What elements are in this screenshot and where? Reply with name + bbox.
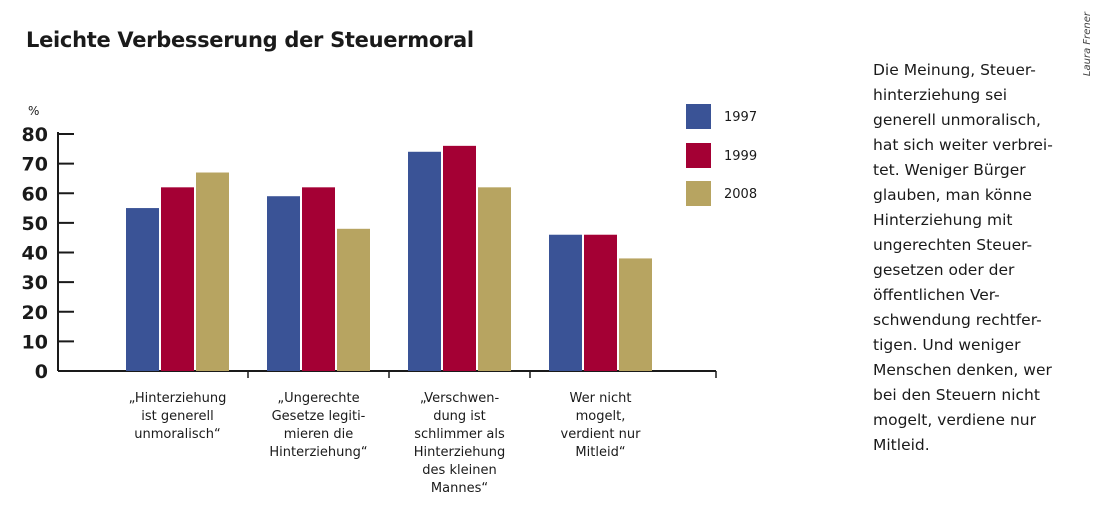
x-category-label: „Ungerechte Gesetze legiti- mieren die H… <box>269 391 368 460</box>
bar-2008-2 <box>337 228 370 371</box>
legend-swatch-1997 <box>686 104 711 129</box>
y-tick-label: 0 <box>35 361 48 383</box>
y-tick-label: 20 <box>22 302 48 324</box>
y-tick-label: 70 <box>22 154 48 176</box>
legend-swatch-1999 <box>686 143 711 168</box>
bar-1999-2 <box>302 187 335 371</box>
bar-1999-3 <box>443 145 476 371</box>
x-category-label: „Verschwen- dung ist schlimmer als Hinte… <box>413 391 506 496</box>
y-tick-label: 40 <box>22 243 48 265</box>
x-category-label: „Hinterziehung ist generell unmoralisch“ <box>128 391 227 442</box>
bar-1997-4 <box>549 234 582 371</box>
legend-swatch-2008 <box>686 181 711 206</box>
bar-1999-4 <box>584 234 617 371</box>
bar-1997-3 <box>408 151 441 371</box>
bar-1997-1 <box>126 208 159 371</box>
bar-2008-1 <box>196 172 229 371</box>
y-tick-label: 30 <box>22 272 48 294</box>
bar-2008-4 <box>619 258 652 371</box>
legend-label-2008: 2008 <box>724 187 757 202</box>
legend-label-1997: 1997 <box>724 110 757 125</box>
y-tick-label: 80 <box>22 124 48 146</box>
y-axis-unit-label: % <box>28 104 40 118</box>
bar-1997-2 <box>267 196 300 371</box>
legend-label-1999: 1999 <box>724 149 757 164</box>
y-tick-label: 60 <box>22 183 48 205</box>
bar-2008-3 <box>478 187 511 371</box>
y-tick-label: 10 <box>22 331 48 353</box>
bar-1999-1 <box>161 187 194 371</box>
chart-title: Leichte Verbesserung der Steuermoral <box>26 28 474 52</box>
y-tick-label: 50 <box>22 213 48 235</box>
side-description: Die Meinung, Steuer- hinterziehung sei g… <box>873 61 1053 454</box>
photo-credit: Laura Frener <box>1082 12 1093 77</box>
x-category-label: Wer nicht mogelt, verdient nur Mitleid“ <box>560 391 641 460</box>
